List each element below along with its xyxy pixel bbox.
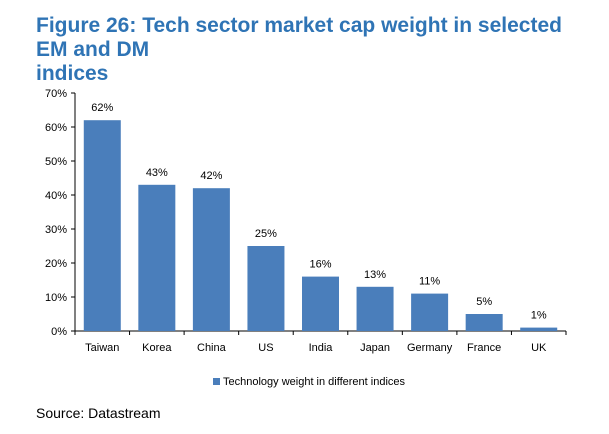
data-labels: 62% 43% 42% 25% 16% 13% 11% 5% 1%: [91, 102, 547, 321]
y-tick-label: 70%: [45, 88, 67, 100]
y-tick-label: 10%: [45, 292, 67, 304]
data-label: 5%: [476, 296, 492, 308]
data-label: 11%: [419, 276, 440, 288]
bar-china: [192, 188, 230, 331]
bar-korea: [138, 184, 176, 331]
x-axis: Taiwan Korea China US India Japan Germany Franc…: [74, 330, 567, 354]
x-tick-label: Taiwan: [85, 342, 119, 354]
bar-india: [302, 276, 339, 331]
legend-label: Technology weight in different indices: [223, 376, 406, 388]
data-label: 62%: [91, 102, 113, 114]
x-tick-label: India: [309, 342, 334, 354]
data-label: 13%: [364, 269, 386, 281]
data-label: 25%: [255, 228, 277, 240]
y-tick-label: 40%: [45, 190, 67, 202]
figure-title-line-1: Figure 26: Tech sector market cap weight…: [36, 14, 562, 61]
bar-japan: [356, 286, 394, 331]
bar-series: [83, 120, 558, 331]
data-label: 1%: [531, 310, 547, 322]
bar-uk: [520, 327, 558, 331]
bar-france: [465, 314, 503, 331]
legend-swatch: [213, 378, 220, 385]
x-tick-label: France: [467, 342, 501, 354]
x-tick-label: Japan: [360, 342, 390, 354]
x-tick-label: Germany: [407, 342, 453, 354]
x-tick-label: China: [197, 342, 227, 354]
y-tick-label: 20%: [45, 258, 67, 270]
source-note: Source: Datastream: [36, 405, 161, 421]
y-tick-label: 50%: [45, 156, 67, 168]
bar-germany: [411, 293, 449, 331]
bar-taiwan: [83, 120, 121, 331]
data-label: 16%: [309, 259, 331, 271]
y-tick-label: 0%: [51, 326, 67, 338]
y-axis: 0% 10% 20% 30% 40% 50% 60% 70%: [45, 88, 76, 338]
figure-title-line-2: indices: [36, 62, 109, 85]
figure-title: Figure 26: Tech sector market cap weight…: [36, 14, 596, 86]
x-tick-label: Korea: [142, 342, 172, 354]
data-label: 43%: [146, 167, 168, 179]
y-tick-label: 60%: [45, 122, 67, 134]
chart-legend: Technology weight in different indices: [213, 376, 405, 388]
x-tick-label: US: [258, 342, 273, 354]
data-label: 42%: [200, 170, 222, 182]
y-tick-label: 30%: [45, 224, 67, 236]
x-tick-label: UK: [531, 342, 547, 354]
bar-us: [247, 246, 285, 331]
